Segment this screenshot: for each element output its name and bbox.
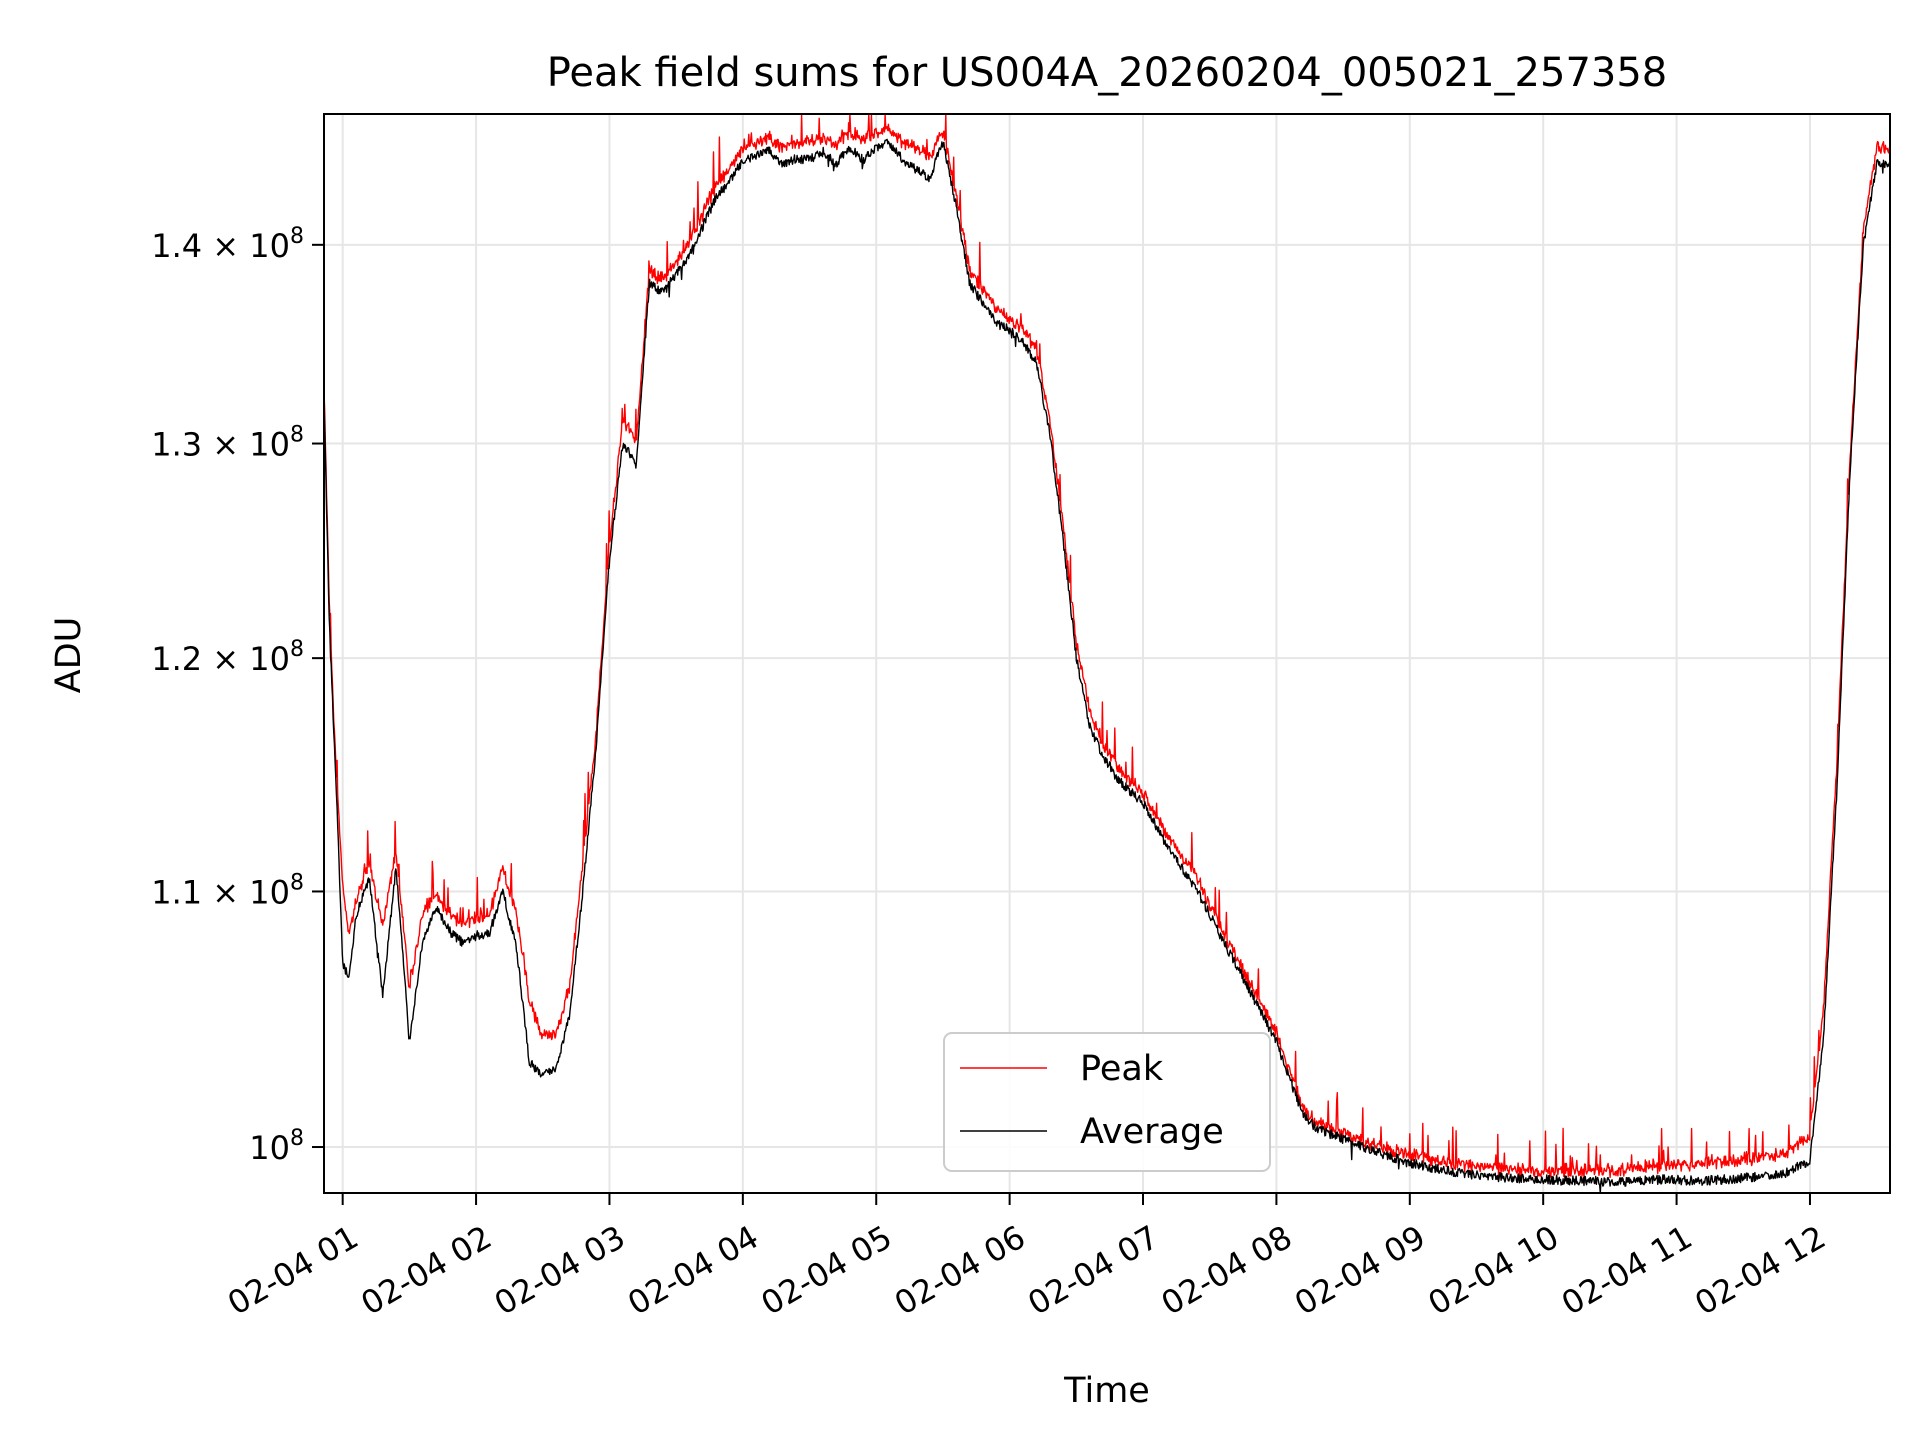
series-peak-line [324, 114, 1890, 1179]
series-average-line [324, 138, 1890, 1193]
chart-title: Peak field sums for US004A_20260204_0050… [547, 50, 1668, 96]
plot-frame [323, 113, 1891, 1194]
y-axis-label: ADU [49, 617, 89, 694]
x-axis-label: Time [1063, 1371, 1150, 1411]
legend-label-average: Average [1080, 1112, 1224, 1152]
y-tick-label: 1.2 × 108 [151, 637, 304, 678]
legend: Peak Average [943, 1032, 1271, 1172]
legend-label-peak: Peak [1080, 1049, 1164, 1089]
y-tick-label: 1.3 × 108 [151, 423, 304, 464]
y-tick-label: 1.1 × 108 [151, 870, 304, 911]
y-tick-label: 1.4 × 108 [151, 224, 304, 265]
plot-lines [324, 114, 1890, 1193]
